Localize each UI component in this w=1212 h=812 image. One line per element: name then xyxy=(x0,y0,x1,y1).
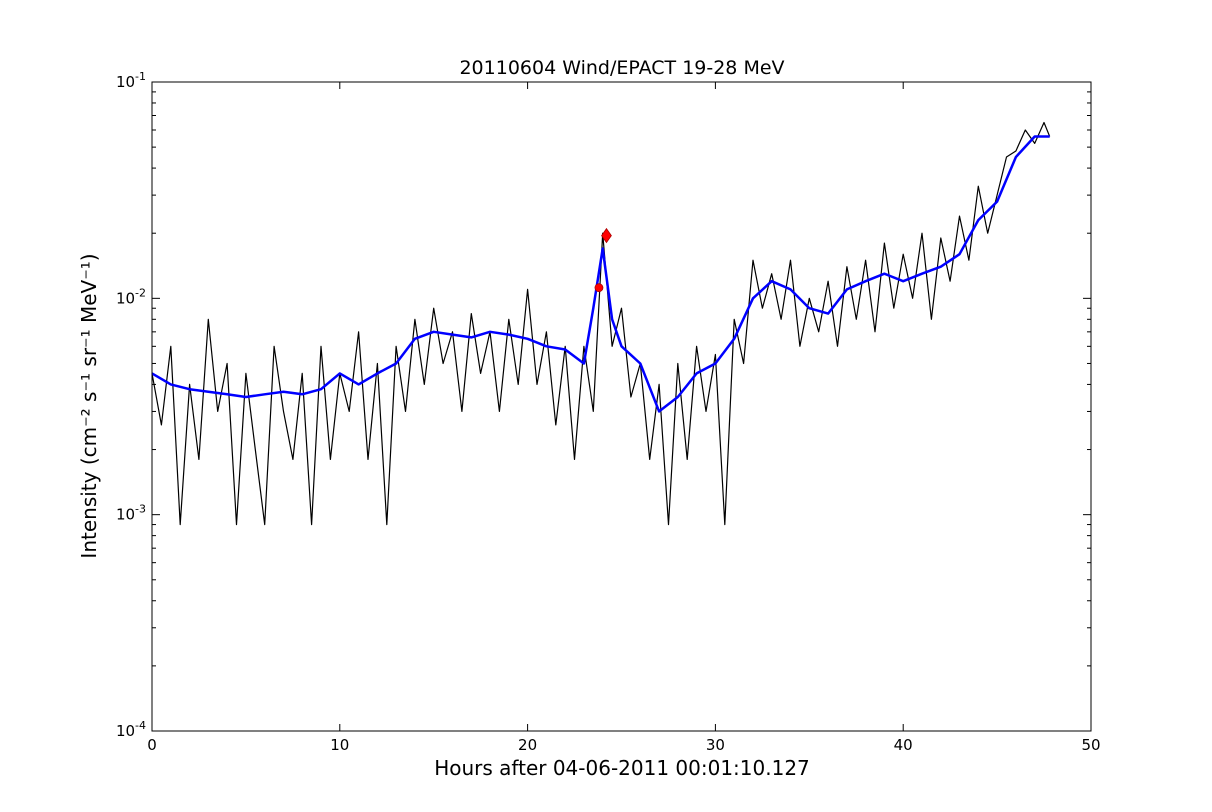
x-axis-label: Hours after 04-06-2011 00:01:10.127 xyxy=(434,756,810,780)
plot-area xyxy=(151,121,1051,526)
y-tick-label: 10-4 xyxy=(116,719,146,740)
y-axis-label: Intensity (cm⁻² s⁻¹ sr⁻¹ MeV⁻¹) xyxy=(77,253,101,558)
x-tick-label: 20 xyxy=(518,736,537,754)
chart-title: 20110604 Wind/EPACT 19-28 MeV xyxy=(459,57,784,79)
marker-1 xyxy=(601,227,612,244)
x-tick-label: 30 xyxy=(706,736,725,754)
marker-0 xyxy=(594,283,604,293)
x-tick-label: 40 xyxy=(894,736,913,754)
y-tick-label: 10-3 xyxy=(116,503,146,524)
x-tick-label: 10 xyxy=(330,736,349,754)
axes-frame xyxy=(151,81,1092,732)
x-axis: 0 10 20 30 40 50 xyxy=(147,82,1101,754)
y-axis: 10-4 10-3 10-2 10-1 xyxy=(116,70,1091,740)
y-tick-label: 10-1 xyxy=(116,70,146,91)
y-tick-label: 10-2 xyxy=(116,286,146,307)
x-tick-label: 50 xyxy=(1081,736,1100,754)
series-line-smoothed xyxy=(151,135,1050,413)
x-tick-label: 0 xyxy=(147,736,157,754)
series-line-raw xyxy=(151,121,1051,526)
